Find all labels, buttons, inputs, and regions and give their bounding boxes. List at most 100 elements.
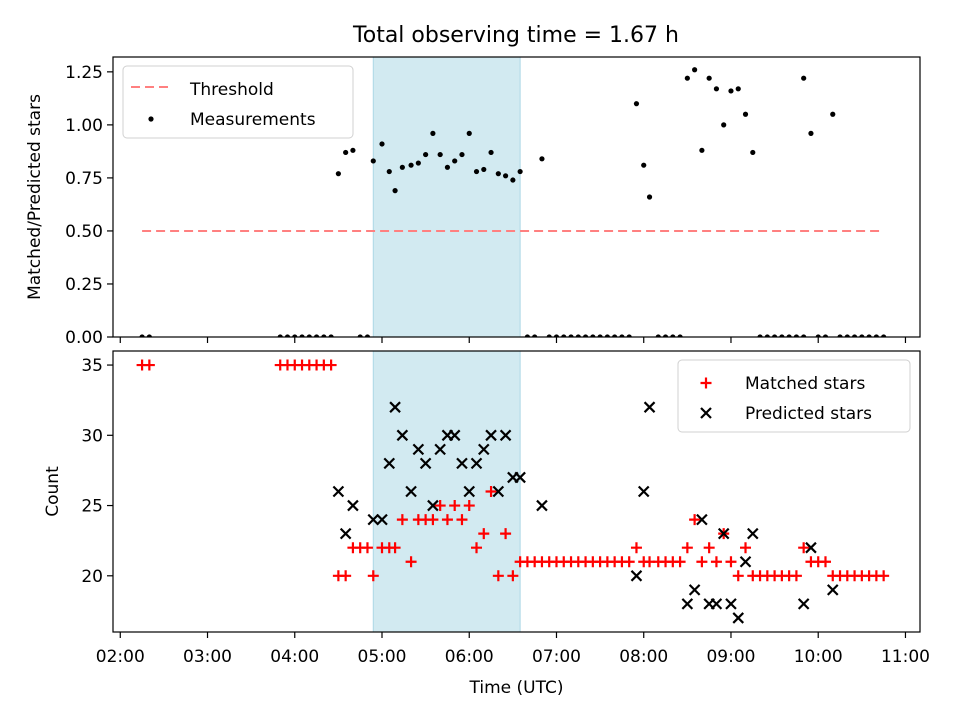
predicted-star-point bbox=[456, 457, 468, 470]
x-tick-label: 11:00 bbox=[881, 647, 930, 667]
measurement-point bbox=[553, 334, 560, 337]
y-tick-label: 25 bbox=[81, 497, 103, 517]
matched-star-point bbox=[389, 542, 401, 554]
matched-star-point bbox=[732, 570, 744, 582]
measurement-point bbox=[713, 86, 720, 92]
measurement-point bbox=[670, 334, 676, 337]
measurement-point bbox=[757, 334, 763, 337]
measurement-point bbox=[335, 171, 341, 177]
measurement-point bbox=[771, 334, 778, 337]
matched-star-point bbox=[819, 556, 831, 568]
measurement-point bbox=[488, 149, 494, 156]
measurement-point bbox=[830, 111, 836, 117]
matched-star-point bbox=[674, 556, 686, 568]
matched-star-point bbox=[689, 514, 701, 526]
predicted-star-point bbox=[536, 499, 548, 512]
matched-star-point bbox=[340, 570, 352, 582]
measurement-point bbox=[866, 334, 872, 337]
measurement-point bbox=[386, 168, 392, 175]
y-tick-label: 0.50 bbox=[65, 222, 103, 242]
measurement-point bbox=[801, 334, 807, 337]
predicted-star-point bbox=[637, 485, 650, 498]
x-tick-label: 03:00 bbox=[183, 647, 232, 667]
measurement-point bbox=[590, 334, 596, 337]
measurement-point bbox=[699, 147, 705, 153]
predicted-star-point bbox=[725, 598, 737, 610]
measurement-point bbox=[793, 334, 800, 337]
measurement-point bbox=[619, 334, 625, 337]
measurement-point bbox=[721, 122, 727, 128]
measurement-point bbox=[284, 334, 291, 337]
legend-label: Measurements bbox=[190, 110, 316, 130]
predicted-star-point bbox=[448, 429, 461, 442]
measurement-point bbox=[277, 334, 283, 337]
predicted-star-point bbox=[499, 429, 512, 442]
x-tick-label: 10:00 bbox=[794, 647, 843, 667]
legend-predicted-swatch bbox=[700, 407, 712, 419]
measurement-point bbox=[299, 334, 305, 337]
measurement-point bbox=[677, 334, 683, 337]
legend: Matched stars Predicted stars bbox=[677, 359, 911, 433]
measurement-point bbox=[801, 75, 807, 81]
measurement-point bbox=[655, 334, 661, 337]
x-tick-label: 02:00 bbox=[96, 647, 145, 667]
matched-star-point bbox=[507, 570, 519, 582]
matched-star-point bbox=[696, 556, 708, 568]
measurement-point bbox=[399, 164, 405, 170]
y-tick-label: 30 bbox=[81, 426, 103, 446]
measurement-point bbox=[881, 334, 887, 337]
legend-box bbox=[677, 359, 911, 433]
measurement-point bbox=[626, 334, 632, 337]
matched-star-point bbox=[396, 514, 408, 526]
measurement-point bbox=[633, 101, 640, 107]
matched-star-point bbox=[405, 556, 417, 568]
measurement-point bbox=[430, 130, 436, 136]
predicted-star-point bbox=[367, 513, 380, 526]
predicted-star-point bbox=[739, 555, 752, 568]
matched-star-point bbox=[361, 542, 373, 554]
measurement-point bbox=[517, 168, 523, 175]
predicted-star-point bbox=[332, 485, 345, 498]
measurement-point bbox=[546, 334, 552, 337]
matched-star-point bbox=[441, 514, 453, 526]
measurement-point bbox=[684, 75, 690, 81]
predicted-star-point bbox=[434, 443, 446, 456]
measurement-point bbox=[612, 334, 618, 337]
matched-star-point bbox=[790, 570, 802, 582]
predicted-star-point bbox=[396, 429, 409, 442]
x-axis-label: Time (UTC) bbox=[469, 678, 564, 698]
matched-star-point bbox=[878, 570, 890, 582]
x-tick-label: 09:00 bbox=[706, 647, 755, 667]
predicted-star-point bbox=[339, 527, 352, 540]
predicted-star-point bbox=[797, 598, 810, 610]
x-tick-label: 06:00 bbox=[445, 647, 494, 667]
legend-measurement-swatch bbox=[148, 116, 154, 122]
legend-box bbox=[122, 65, 354, 139]
measurement-point bbox=[524, 334, 531, 337]
predicted-star-point bbox=[717, 527, 730, 540]
measurement-point bbox=[597, 334, 603, 337]
matched-star-point bbox=[471, 542, 483, 554]
x-tick-label: 05:00 bbox=[358, 647, 407, 667]
matched-star-point bbox=[740, 542, 752, 554]
measurement-point bbox=[357, 334, 363, 337]
measurement-point bbox=[815, 334, 821, 337]
matched-star-point bbox=[500, 528, 512, 540]
predicted-star-point bbox=[805, 541, 817, 554]
matched-star-point bbox=[478, 528, 490, 540]
predicted-star-point bbox=[463, 485, 476, 498]
measurement-point bbox=[364, 334, 371, 337]
predicted-star-point bbox=[376, 513, 388, 526]
measurement-point bbox=[873, 334, 879, 337]
measurement-point bbox=[575, 334, 581, 337]
predicted-star-point bbox=[681, 598, 694, 610]
x-tick-label: 08:00 bbox=[619, 647, 668, 667]
measurement-point bbox=[437, 151, 443, 158]
y-axis-label: Count bbox=[43, 466, 63, 517]
legend-label: Predicted stars bbox=[745, 404, 872, 424]
y-tick-label: 1.00 bbox=[65, 116, 103, 136]
measurement-point bbox=[837, 334, 843, 337]
predicted-star-point bbox=[419, 457, 432, 470]
axes-frame bbox=[112, 56, 921, 338]
measurement-point bbox=[452, 158, 458, 164]
